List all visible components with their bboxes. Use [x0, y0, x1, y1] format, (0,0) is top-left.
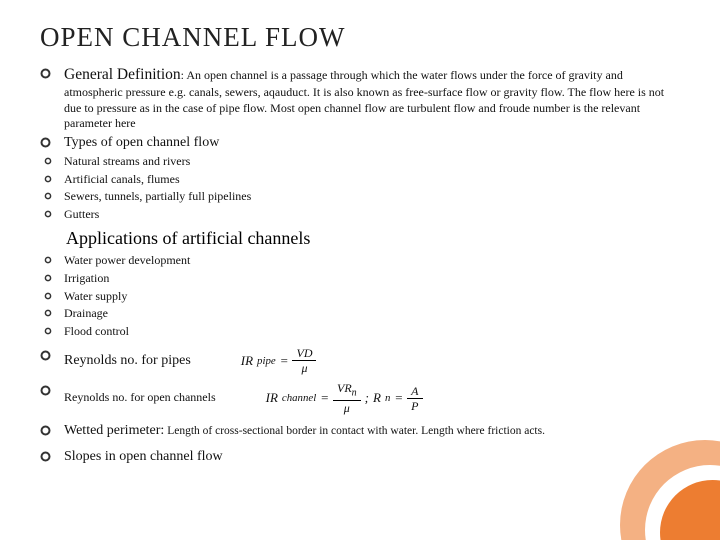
donut-icon [40, 134, 64, 148]
donut-small-icon [40, 154, 64, 165]
bullet-slopes: Slopes in open channel flow [40, 448, 680, 466]
bullet-apps-d: Drainage [40, 306, 680, 322]
slopes-text: Slopes in open channel flow [64, 448, 680, 466]
donut-small-icon [40, 289, 64, 300]
corner-decoration [610, 430, 720, 540]
donut-icon [40, 65, 64, 79]
bullet-reynolds-pipes: Reynolds no. for pipes IRpipe = VDμ [40, 347, 680, 374]
slide-title: OPEN CHANNEL FLOW [40, 22, 680, 53]
bullet-types-d: Gutters [40, 207, 680, 223]
donut-icon [40, 347, 64, 361]
bullet-types-a: Natural streams and rivers [40, 154, 680, 170]
bullet-apps-b: Irrigation [40, 271, 680, 287]
donut-small-icon [40, 306, 64, 317]
bullet-types-c: Sewers, tunnels, partially full pipeline… [40, 189, 680, 205]
formula-reynolds-pipe: IRpipe = VDμ [241, 347, 317, 374]
reynolds-pipes-label: Reynolds no. for pipes [64, 352, 191, 370]
donut-icon [40, 448, 64, 462]
formula-reynolds-channel: IRchannel = VRnμ ; Rn = AP [266, 382, 423, 413]
donut-small-icon [40, 189, 64, 200]
bullet-types-head: Types of open channel flow [40, 134, 680, 152]
bullet-wetted: Wetted perimeter: Length of cross-sectio… [40, 422, 680, 440]
bullet-apps-a: Water power development [40, 253, 680, 269]
reynolds-open-label: Reynolds no. for open channels [64, 390, 216, 406]
wetted-text: Wetted perimeter: Length of cross-sectio… [64, 422, 680, 440]
applications-heading: Applications of artificial channels [66, 228, 680, 249]
bullet-reynolds-open: Reynolds no. for open channels IRchannel… [40, 382, 680, 413]
donut-icon [40, 382, 64, 396]
bullet-definition: General Definition: An open channel is a… [40, 65, 680, 132]
definition-text: General Definition: An open channel is a… [64, 65, 680, 132]
donut-small-icon [40, 271, 64, 282]
types-heading: Types of open channel flow [64, 134, 680, 152]
donut-icon [40, 422, 64, 436]
bullet-types-b: Artificial canals, flumes [40, 172, 680, 188]
bullet-apps-c: Water supply [40, 289, 680, 305]
donut-small-icon [40, 207, 64, 218]
donut-small-icon [40, 253, 64, 264]
donut-small-icon [40, 324, 64, 335]
bullet-apps-e: Flood control [40, 324, 680, 340]
donut-small-icon [40, 172, 64, 183]
